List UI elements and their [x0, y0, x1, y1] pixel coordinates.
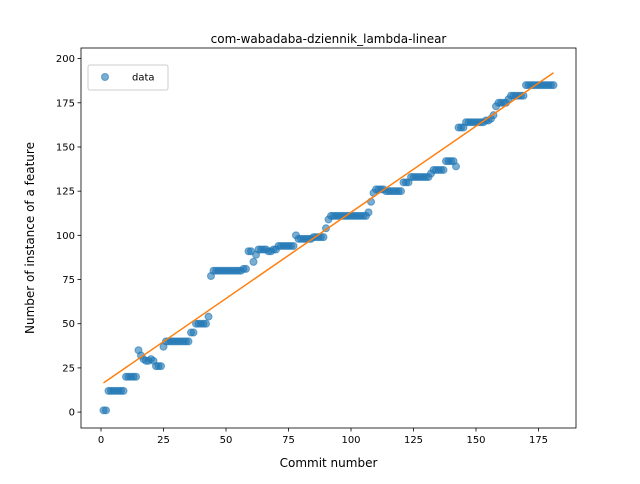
data-point — [119, 386, 128, 395]
legend-box — [87, 64, 169, 91]
chart-title: com-wabadaba-dziennik_lambda-linear — [211, 32, 447, 46]
x-tick-label: 150 — [466, 435, 485, 446]
legend-marker — [101, 73, 109, 81]
data-point — [452, 162, 460, 171]
data-point — [249, 257, 258, 266]
y-tick-label: 75 — [62, 275, 75, 286]
data-point — [132, 372, 140, 381]
plot-frame — [80, 47, 577, 429]
data-point — [364, 208, 373, 217]
x-axis-label: Commit number — [280, 456, 378, 470]
x-tick-label: 50 — [220, 435, 233, 446]
y-tick-label: 175 — [56, 98, 75, 109]
y-tick-label: 25 — [62, 363, 75, 374]
data-point — [189, 328, 198, 337]
data-point — [242, 264, 250, 273]
x-tick-label: 175 — [529, 435, 548, 446]
legend: data — [87, 64, 169, 91]
y-tick-label: 150 — [56, 142, 75, 153]
legend-label: data — [132, 73, 155, 84]
x-tick-label: 125 — [404, 435, 423, 446]
y-tick-label: 100 — [56, 231, 75, 242]
y-tick-label: 0 — [69, 408, 75, 419]
data-point — [102, 406, 110, 415]
data-point — [397, 187, 405, 196]
y-axis-label: Number of instance of a feature — [23, 142, 37, 334]
data-point — [319, 233, 328, 242]
x-tick-label: 25 — [157, 435, 170, 446]
data-point — [204, 312, 213, 321]
y-tick-label: 200 — [56, 54, 75, 65]
data-point — [439, 165, 448, 174]
data-point — [289, 241, 298, 250]
data-point — [202, 319, 210, 328]
y-tick-label: 125 — [56, 187, 75, 198]
data-point — [549, 81, 558, 90]
y-tick-label: 50 — [62, 319, 75, 330]
fit-line — [103, 72, 554, 384]
x-tick-label: 75 — [282, 435, 295, 446]
x-tick-label: 100 — [341, 435, 360, 446]
x-tick-label: 0 — [98, 435, 104, 446]
data-point — [157, 362, 165, 371]
data-point — [184, 337, 193, 346]
